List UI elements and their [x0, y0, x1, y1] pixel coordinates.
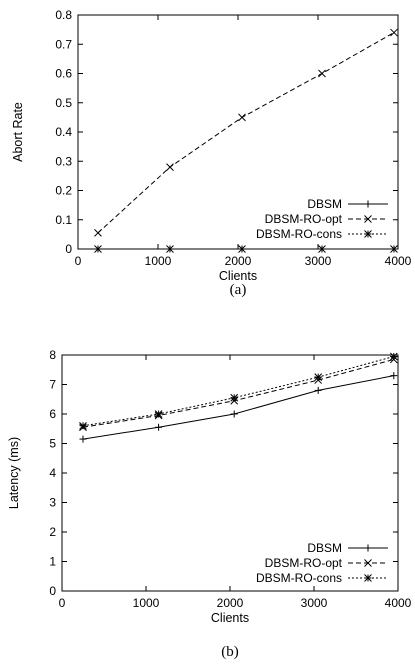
y-tick-label: 1 [49, 555, 56, 569]
series-DBSM-RO-opt [79, 355, 398, 432]
legend-marker [364, 544, 372, 552]
data-point [389, 352, 398, 361]
figure-caption: (b) [221, 644, 239, 660]
legend-label: DBSM [307, 541, 342, 555]
legend-marker [364, 559, 372, 567]
y-tick-label: 0.1 [55, 213, 72, 227]
data-point [79, 435, 87, 443]
x-tick-label: 0 [59, 596, 66, 610]
y-tick-label: 6 [49, 407, 56, 421]
x-tick-label: 1000 [133, 596, 160, 610]
series-DBSM-RO-cons [94, 245, 398, 253]
data-point [155, 423, 163, 431]
x-tick-label: 3000 [301, 596, 328, 610]
data-point [318, 69, 326, 78]
legend-marker [364, 215, 372, 223]
x-tick-label: 0 [75, 254, 82, 268]
y-tick-label: 0.5 [55, 96, 72, 110]
data-point [390, 245, 398, 253]
data-point [166, 163, 174, 171]
y-tick-label: 8 [49, 348, 56, 362]
data-point [238, 245, 246, 253]
legend-marker [364, 574, 372, 582]
legend-label: DBSM-RO-opt [265, 212, 343, 226]
x-axis-label: Clients [211, 611, 249, 625]
legend-label: DBSM-RO-cons [256, 227, 342, 241]
data-point [390, 372, 398, 380]
legend-label: DBSM-RO-cons [256, 571, 342, 585]
series-line [97, 32, 395, 234]
data-point [79, 421, 87, 430]
y-axis-label: Latency (ms) [7, 437, 21, 509]
plot-frame [77, 14, 399, 250]
series-line [82, 358, 394, 428]
x-tick-label: 1000 [145, 254, 172, 268]
legend-label: DBSM-RO-opt [265, 556, 343, 570]
series-line [82, 355, 394, 427]
y-tick-label: 3 [49, 496, 56, 510]
data-point [390, 28, 398, 37]
x-axis-label: Clients [219, 269, 257, 283]
x-tick-label: 2000 [217, 596, 244, 610]
data-point [318, 245, 326, 253]
data-point [94, 229, 102, 237]
data-point [238, 113, 246, 122]
y-tick-label: 0 [65, 242, 72, 256]
y-tick-label: 0.4 [55, 125, 72, 139]
y-tick-label: 4 [49, 466, 56, 480]
y-tick-label: 5 [49, 437, 56, 451]
legend-marker [364, 200, 372, 208]
y-tick-label: 7 [49, 378, 56, 392]
y-tick-label: 0.7 [55, 37, 72, 51]
data-point [166, 245, 174, 253]
chart-1: 0 0.1 0.2 0.3 0.4 0.5 0.6 0.7 0.8 0 1000 2000 3000 40… [11, 8, 412, 298]
series-DBSM [79, 372, 398, 443]
data-point [94, 245, 102, 253]
data-point [230, 393, 239, 402]
plot-frame [61, 354, 399, 592]
y-tick-label: 0.8 [55, 8, 72, 22]
y-axis-label: Abort Rate [11, 102, 25, 162]
data-point [314, 373, 323, 381]
legend-marker [364, 230, 372, 238]
series-DBSM-RO-opt [94, 28, 398, 237]
y-tick-label: 0.2 [55, 184, 72, 198]
series-line [82, 375, 394, 440]
data-point [154, 410, 163, 418]
x-tick-label: 4000 [385, 254, 412, 268]
x-tick-label: 2000 [225, 254, 252, 268]
x-tick-label: 3000 [305, 254, 332, 268]
legend-label: DBSM [307, 197, 342, 211]
series-DBSM-RO-cons [79, 352, 398, 430]
figure-caption: (a) [230, 282, 247, 298]
data-point [314, 386, 322, 394]
x-tick-label: 4000 [385, 596, 412, 610]
y-tick-label: 0 [49, 584, 56, 598]
y-tick-label: 0.3 [55, 154, 72, 168]
y-tick-label: 0.6 [55, 67, 72, 81]
data-point [230, 410, 238, 418]
y-tick-label: 2 [49, 525, 56, 539]
chart-2: 0 1 2 3 4 5 6 7 8 0 1000 2000 3000 4000 Clients Latency… [7, 348, 412, 660]
